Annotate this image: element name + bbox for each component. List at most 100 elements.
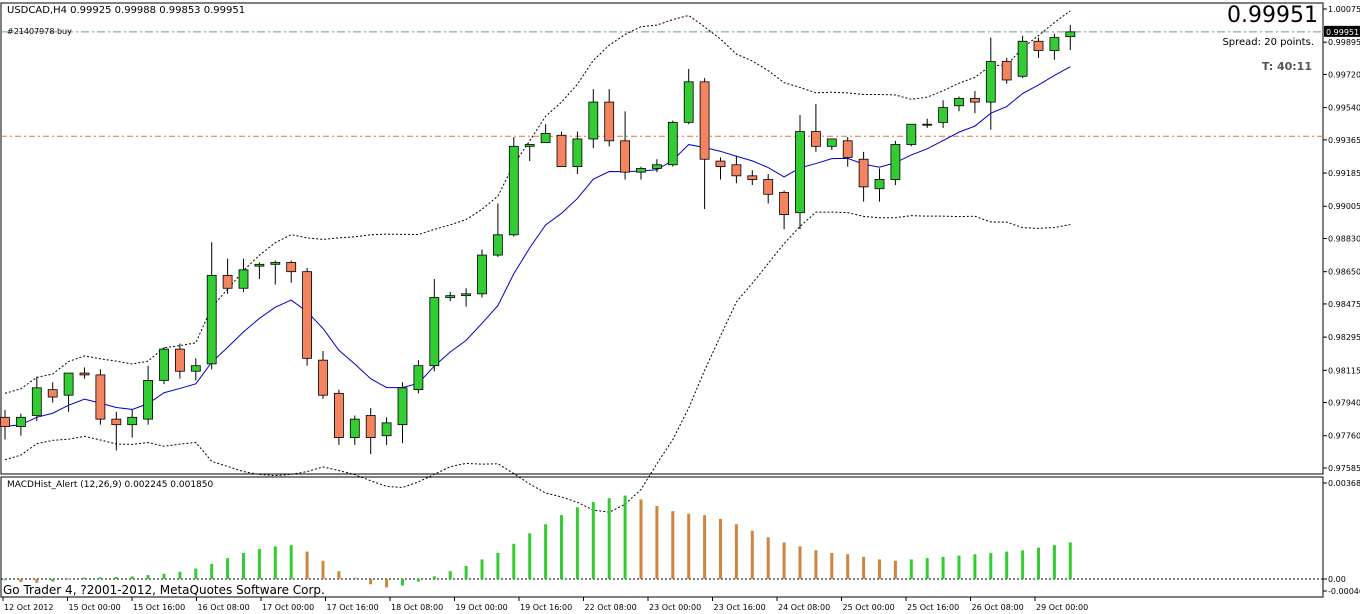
- macd-bar: [734, 524, 738, 579]
- candle: [0, 416, 10, 427]
- macd-bar: [878, 559, 881, 579]
- macd-bar: [719, 519, 722, 579]
- candle: [858, 158, 869, 188]
- macd-bar: [321, 560, 325, 579]
- candle: [222, 274, 233, 289]
- candle: [1065, 31, 1076, 38]
- macd-tick-label: -0.00046: [1328, 587, 1360, 596]
- candle: [1033, 40, 1044, 51]
- price-tick-label: 0.97940: [1328, 399, 1360, 408]
- macd-bar: [893, 560, 897, 579]
- macd-bar: [862, 556, 866, 579]
- candle: [206, 274, 217, 365]
- candle: [174, 348, 185, 372]
- macd-bar: [1021, 550, 1025, 579]
- candle: [270, 262, 281, 265]
- time-label: 25 Oct 16:00: [907, 603, 959, 612]
- price-tick-label: 0.99005: [1328, 202, 1360, 211]
- macd-bar: [591, 502, 595, 579]
- candle: [795, 131, 805, 214]
- candle: [143, 380, 154, 420]
- candle: [429, 297, 440, 367]
- macd-bar: [114, 576, 118, 579]
- candle: [811, 131, 821, 147]
- candle: [492, 234, 503, 256]
- candle: [890, 144, 901, 180]
- candle: [954, 98, 964, 107]
- macd-bar: [544, 524, 548, 579]
- macd-bar: [575, 507, 579, 579]
- macd-bar: [210, 563, 214, 579]
- time-label: 17 Oct 00:00: [262, 603, 314, 612]
- macd-bar: [989, 552, 993, 579]
- macd-bar: [639, 499, 643, 579]
- candle: [683, 81, 694, 123]
- macd-bar: [242, 552, 245, 579]
- macd-tick-label: 0.00: [1328, 575, 1346, 584]
- time-label: 24 Oct 08:00: [778, 603, 830, 612]
- candle: [111, 418, 122, 426]
- macd-bar: [1037, 547, 1040, 579]
- macd-bar: [83, 577, 86, 579]
- macd-bar: [305, 551, 309, 579]
- macd-bar: [1005, 551, 1009, 579]
- candle: [95, 374, 106, 420]
- macd-bar: [289, 545, 293, 579]
- macd-bar: [353, 577, 357, 579]
- candle: [63, 372, 74, 396]
- time-label: 26 Oct 08:00: [972, 603, 1024, 612]
- macd-bar: [337, 571, 341, 579]
- time-label: 15 Oct 00:00: [69, 603, 121, 612]
- macd-bar: [814, 550, 818, 579]
- candle: [381, 422, 392, 437]
- macd-bar: [464, 565, 468, 579]
- current-price-display: 0.99951: [1227, 3, 1318, 28]
- candle: [842, 140, 853, 158]
- macd-bar: [226, 558, 230, 579]
- macd-bar: [178, 571, 182, 579]
- candle: [79, 372, 90, 376]
- macd-bar: [623, 495, 627, 579]
- macd-bar: [130, 576, 134, 579]
- spread-label: Spread: 20 points.: [1222, 37, 1314, 48]
- macd-bar: [671, 511, 675, 579]
- candle: [461, 293, 472, 297]
- macd-bar: [496, 552, 500, 579]
- candle: [699, 81, 710, 160]
- candle: [31, 387, 42, 416]
- macd-bar: [782, 542, 786, 579]
- macd-bar: [687, 513, 691, 579]
- price-tick-label: 0.97585: [1328, 464, 1360, 473]
- macd-bar: [162, 573, 166, 579]
- candle: [524, 144, 535, 147]
- macd-bar: [703, 515, 707, 579]
- candle: [397, 387, 408, 426]
- time-label: 15 Oct 16:00: [133, 603, 185, 612]
- candle: [588, 101, 599, 140]
- order-label: #21407978 buy: [7, 27, 72, 36]
- macd-bar: [655, 505, 659, 579]
- macd-bar: [369, 579, 373, 585]
- macd-bar: [528, 533, 532, 579]
- candle: [985, 61, 996, 103]
- candle: [445, 295, 456, 298]
- price-tick-label: 0.98475: [1328, 300, 1360, 309]
- price-tick-label: 0.98650: [1328, 268, 1360, 277]
- copyright-label: Go Trader 4, ?2001-2012, MetaQuotes Soft…: [3, 583, 325, 597]
- macd-bar: [416, 579, 420, 582]
- macd-bar: [98, 577, 102, 579]
- candle: [190, 365, 201, 372]
- macd-bar: [51, 579, 55, 582]
- candle: [1001, 61, 1012, 81]
- macd-bar: [19, 579, 23, 583]
- price-tick-label: 0.99720: [1328, 70, 1360, 79]
- time-label: 12 Oct 2012: [4, 603, 53, 612]
- candle: [763, 179, 774, 195]
- candle: [715, 160, 726, 168]
- time-label: 18 Oct 08:00: [391, 603, 443, 612]
- time-label: 23 Oct 00:00: [649, 603, 701, 612]
- candle: [604, 101, 615, 142]
- price-panel-border: [0, 2, 1324, 475]
